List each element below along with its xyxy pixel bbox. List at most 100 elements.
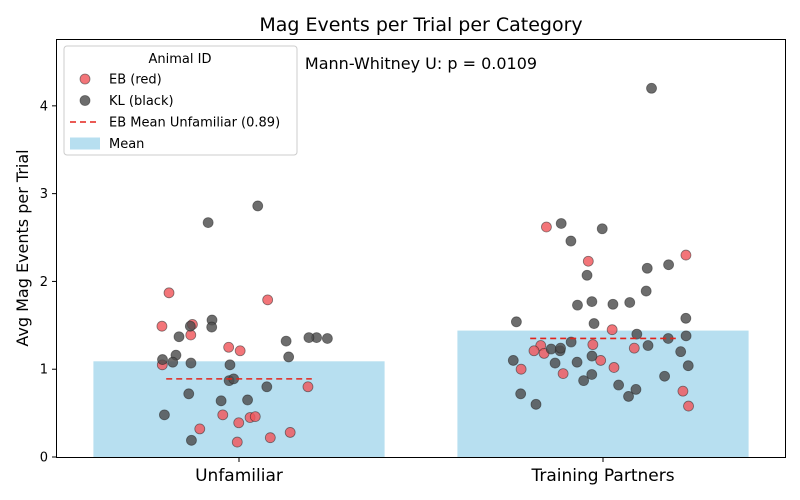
- data-point-kl: [555, 342, 566, 354]
- data-point-kl: [507, 355, 519, 366]
- data-point-eb: [606, 324, 618, 336]
- mean-bar-1: [457, 330, 749, 457]
- data-point-eb: [262, 294, 274, 306]
- data-point-kl: [588, 318, 600, 329]
- data-point-eb: [233, 417, 245, 429]
- data-point-eb: [163, 287, 175, 299]
- data-point-kl: [623, 391, 634, 402]
- data-point-eb: [234, 345, 246, 357]
- stats-annotation: Mann-Whitney U: p = 0.0109: [305, 54, 537, 73]
- data-point-kl: [680, 312, 692, 324]
- data-point-kl: [321, 333, 333, 344]
- data-point-eb: [302, 381, 314, 393]
- legend: Animal ID EB (red) KL (black) EB Mean Unfam…: [63, 45, 298, 156]
- data-point-kl: [252, 200, 264, 212]
- data-point-kl: [565, 235, 577, 247]
- data-point-eb: [223, 341, 235, 353]
- data-point-kl: [571, 356, 583, 368]
- data-point-kl: [624, 297, 636, 308]
- data-point-kl: [549, 357, 561, 369]
- data-point-eb: [249, 411, 261, 423]
- scatter-points: [156, 82, 694, 448]
- data-point-kl: [630, 384, 642, 395]
- data-point-kl: [184, 320, 196, 332]
- data-point-eb: [284, 427, 296, 438]
- y-tick-label: 2: [40, 275, 48, 290]
- data-point-kl: [261, 381, 273, 393]
- data-point-eb: [528, 345, 540, 357]
- data-point-kl: [157, 354, 168, 365]
- legend-marker: [79, 95, 91, 106]
- data-point-eb: [264, 432, 276, 444]
- x-axis: Unfamiliar Training Partners: [195, 457, 675, 486]
- mean-bars: [93, 330, 749, 457]
- data-point-kl: [642, 340, 654, 351]
- data-point-eb: [194, 423, 206, 435]
- data-point-eb: [608, 362, 620, 373]
- data-point-kl: [280, 335, 292, 347]
- data-point-kl: [242, 394, 253, 406]
- legend-label: KL (black): [109, 94, 174, 109]
- data-point-kl: [631, 328, 643, 340]
- data-point-eb: [587, 339, 599, 351]
- x-tick-label: Unfamiliar: [195, 466, 283, 486]
- data-point-eb: [515, 363, 527, 375]
- data-point-kl: [555, 218, 567, 229]
- y-tick-label: 4: [40, 99, 48, 114]
- legend-title: Animal ID: [149, 52, 212, 67]
- data-point-eb: [231, 436, 243, 448]
- data-point-kl: [646, 82, 657, 94]
- data-point-kl: [572, 299, 583, 311]
- data-point-kl: [283, 351, 295, 363]
- data-point-eb: [680, 249, 692, 261]
- data-point-kl: [224, 359, 236, 371]
- y-tick-label: 0: [40, 451, 48, 466]
- data-point-kl: [607, 298, 619, 310]
- data-point-eb: [683, 400, 694, 412]
- data-point-kl: [206, 321, 218, 333]
- data-point-eb: [628, 342, 640, 354]
- data-point-kl: [663, 259, 674, 271]
- data-point-kl: [159, 409, 170, 421]
- x-tick-label: Training Partners: [530, 466, 674, 486]
- data-point-kl: [565, 336, 577, 348]
- data-point-eb: [557, 368, 569, 380]
- legend-label: EB (red): [109, 73, 162, 88]
- data-point-eb: [582, 255, 594, 267]
- legend-box: [63, 45, 298, 156]
- data-point-kl: [675, 346, 687, 358]
- y-axis-label: Avg Mag Events per Trial: [13, 149, 32, 346]
- data-point-kl: [183, 388, 195, 400]
- data-point-kl: [640, 285, 652, 297]
- data-point-kl: [586, 350, 598, 362]
- chart-title: Mag Events per Trial per Category: [259, 14, 582, 36]
- data-point-kl: [167, 356, 179, 368]
- data-point-kl: [545, 343, 557, 355]
- data-point-eb: [541, 221, 552, 233]
- data-point-kl: [659, 370, 670, 382]
- data-point-kl: [682, 360, 694, 372]
- legend-label: Mean: [109, 137, 144, 152]
- data-point-eb: [677, 385, 689, 397]
- data-point-kl: [578, 375, 590, 387]
- data-point-kl: [586, 369, 598, 380]
- data-point-kl: [173, 331, 185, 343]
- data-point-kl: [510, 316, 522, 328]
- data-point-kl: [185, 357, 197, 369]
- y-tick-label: 1: [40, 363, 48, 378]
- data-point-kl: [680, 330, 692, 342]
- data-point-eb: [217, 409, 229, 421]
- legend-patch: [70, 137, 100, 150]
- data-point-kl: [186, 434, 197, 446]
- data-point-kl: [530, 398, 542, 410]
- y-tick-label: 3: [40, 187, 48, 202]
- data-point-kl: [202, 217, 214, 229]
- data-point-kl: [586, 296, 598, 308]
- eb-mean-lines: [166, 337, 676, 380]
- legend-marker: [79, 73, 91, 85]
- data-point-eb: [156, 320, 168, 332]
- data-point-kl: [515, 388, 527, 400]
- data-point-kl: [581, 269, 593, 281]
- data-point-kl: [303, 332, 315, 344]
